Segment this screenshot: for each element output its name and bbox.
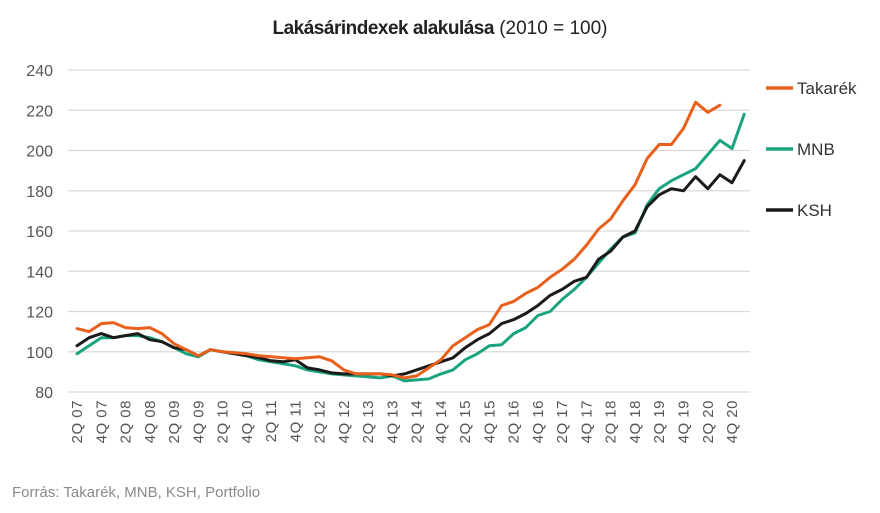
chart-title: Lakásárindexek alakulása (2010 = 100) <box>0 18 880 40</box>
x-tick-label: 4Q 07 <box>93 400 110 443</box>
source-note: Forrás: Takarék, MNB, KSH, Portfolio <box>12 484 261 501</box>
x-tick-label: 2Q 11 <box>263 400 280 442</box>
y-tick-label: 100 <box>26 345 53 362</box>
series-line-takarék <box>75 100 722 380</box>
x-tick-label: 4Q 15 <box>481 400 498 443</box>
x-tick-label: 2Q 10 <box>215 400 232 443</box>
x-tick-label: 4Q 20 <box>724 400 741 443</box>
x-tick-label: 2Q 07 <box>69 400 86 443</box>
y-tick-label: 80 <box>35 385 53 402</box>
chart-title-main: Lakásárindexek alakulása <box>272 18 495 39</box>
y-tick-label: 180 <box>26 184 53 201</box>
x-tick-label: 2Q 18 <box>603 400 620 443</box>
x-tick-label: 4Q 08 <box>142 400 159 443</box>
x-tick-label: 4Q 13 <box>384 400 401 443</box>
x-tick-label: 4Q 09 <box>190 400 207 443</box>
x-tick-label: 2Q 20 <box>700 400 717 443</box>
x-tick-label: 4Q 19 <box>676 400 693 443</box>
x-tick-label: 2Q 14 <box>409 400 426 443</box>
x-tick-label: 4Q 16 <box>530 400 547 443</box>
y-tick-label: 140 <box>26 264 53 281</box>
x-tick-label: 2Q 09 <box>166 400 183 443</box>
y-tick-label: 120 <box>26 305 53 322</box>
x-tick-label: 4Q 12 <box>336 400 353 443</box>
y-tick-label: 200 <box>26 144 53 161</box>
legend-label: KSH <box>797 201 832 220</box>
x-tick-label: 4Q 18 <box>627 400 644 443</box>
x-tick-label: 2Q 15 <box>457 400 474 443</box>
series-line-mnb <box>75 112 746 383</box>
x-tick-label: 4Q 17 <box>578 400 595 443</box>
x-tick-label: 2Q 13 <box>360 400 377 443</box>
x-tick-label: 2Q 17 <box>554 400 571 443</box>
x-tick-label: 2Q 16 <box>506 400 523 443</box>
legend-label: MNB <box>797 140 835 159</box>
x-tick-label: 4Q 14 <box>433 400 450 443</box>
y-tick-label: 240 <box>26 63 53 80</box>
x-tick-label: 4Q 11 <box>287 400 304 442</box>
chart-subtitle: (2010 = 100) <box>499 18 608 39</box>
x-tick-label: 4Q 10 <box>239 400 256 443</box>
x-tick-label: 2Q 19 <box>651 400 668 443</box>
x-tick-label: 2Q 12 <box>312 400 329 443</box>
y-tick-label: 160 <box>26 224 53 241</box>
y-tick-label: 220 <box>26 103 53 120</box>
x-tick-label: 2Q 08 <box>118 400 135 443</box>
legend-label: Takarék <box>797 79 857 98</box>
